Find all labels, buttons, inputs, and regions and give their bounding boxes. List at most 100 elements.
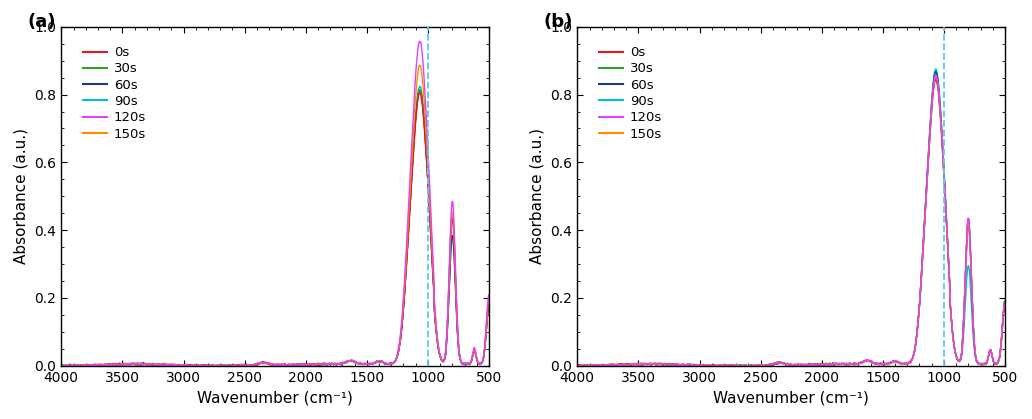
60s [127,362,139,367]
90s [670,363,682,368]
60s [248,362,260,367]
120s [214,363,226,368]
90s [999,299,1011,304]
60s [671,363,683,368]
30s [997,318,1009,323]
150s [55,363,67,368]
150s [999,300,1011,305]
30s [127,362,139,367]
150s [764,362,776,367]
0s [671,362,683,367]
90s [214,363,226,368]
30s [930,77,942,82]
60s [154,363,166,368]
60s [730,363,742,368]
Line: 60s: 60s [577,72,1005,366]
60s [55,363,67,368]
0s [55,363,67,368]
Line: 0s: 0s [61,93,489,366]
0s [999,300,1011,305]
0s [764,362,776,367]
120s [997,317,1009,322]
120s [730,363,742,368]
0s [414,90,426,95]
150s [483,298,495,303]
120s [248,362,260,367]
30s [55,363,67,368]
120s [571,362,583,367]
30s [150,362,162,367]
60s [997,317,1009,322]
150s [481,317,493,322]
90s [997,318,1009,323]
120s [929,73,941,78]
90s [764,362,776,367]
Text: (a): (a) [27,13,56,31]
Y-axis label: Absorbance (a.u.): Absorbance (a.u.) [13,128,29,264]
Line: 150s: 150s [577,76,1005,366]
60s [999,299,1011,304]
90s [150,361,162,366]
120s [483,292,495,297]
0s [571,363,583,368]
30s [413,87,425,92]
90s [55,363,67,368]
120s [666,362,678,367]
Line: 30s: 30s [577,79,1005,366]
120s [56,363,68,368]
150s [127,362,139,367]
Line: 60s: 60s [61,90,489,366]
90s [414,83,426,88]
Y-axis label: Absorbance (a.u.): Absorbance (a.u.) [529,128,545,264]
60s [481,321,493,326]
0s [127,361,139,366]
Line: 0s: 0s [577,79,1005,366]
150s [666,362,678,367]
150s [670,362,682,367]
60s [571,362,583,367]
120s [413,39,425,44]
90s [929,67,941,72]
150s [214,362,226,367]
0s [666,362,678,367]
0s [150,362,162,367]
0s [481,320,493,325]
30s [154,363,166,368]
Line: 90s: 90s [61,86,489,366]
120s [150,362,162,367]
120s [643,361,655,366]
150s [413,63,425,68]
90s [483,302,495,307]
60s [643,361,655,366]
0s [643,361,655,366]
90s [571,363,583,368]
90s [643,361,655,366]
30s [481,320,493,325]
120s [999,300,1011,305]
0s [248,362,260,367]
120s [764,363,776,368]
60s [930,69,942,74]
120s [127,362,139,367]
150s [643,362,655,367]
120s [573,363,585,368]
60s [214,363,226,368]
Legend: 0s, 30s, 60s, 90s, 120s, 150s: 0s, 30s, 60s, 90s, 120s, 150s [80,44,149,143]
0s [930,77,942,82]
150s [248,363,260,368]
0s [57,363,69,368]
120s [155,363,167,368]
30s [571,363,583,368]
120s [481,311,493,316]
90s [666,362,678,367]
30s [643,362,655,367]
60s [764,363,776,368]
60s [574,363,586,368]
150s [730,363,742,368]
30s [999,301,1011,306]
Legend: 0s, 30s, 60s, 90s, 120s, 150s: 0s, 30s, 60s, 90s, 120s, 150s [596,44,665,143]
Text: (b): (b) [543,13,573,31]
120s [55,362,67,367]
90s [730,363,742,368]
Line: 120s: 120s [61,41,489,366]
